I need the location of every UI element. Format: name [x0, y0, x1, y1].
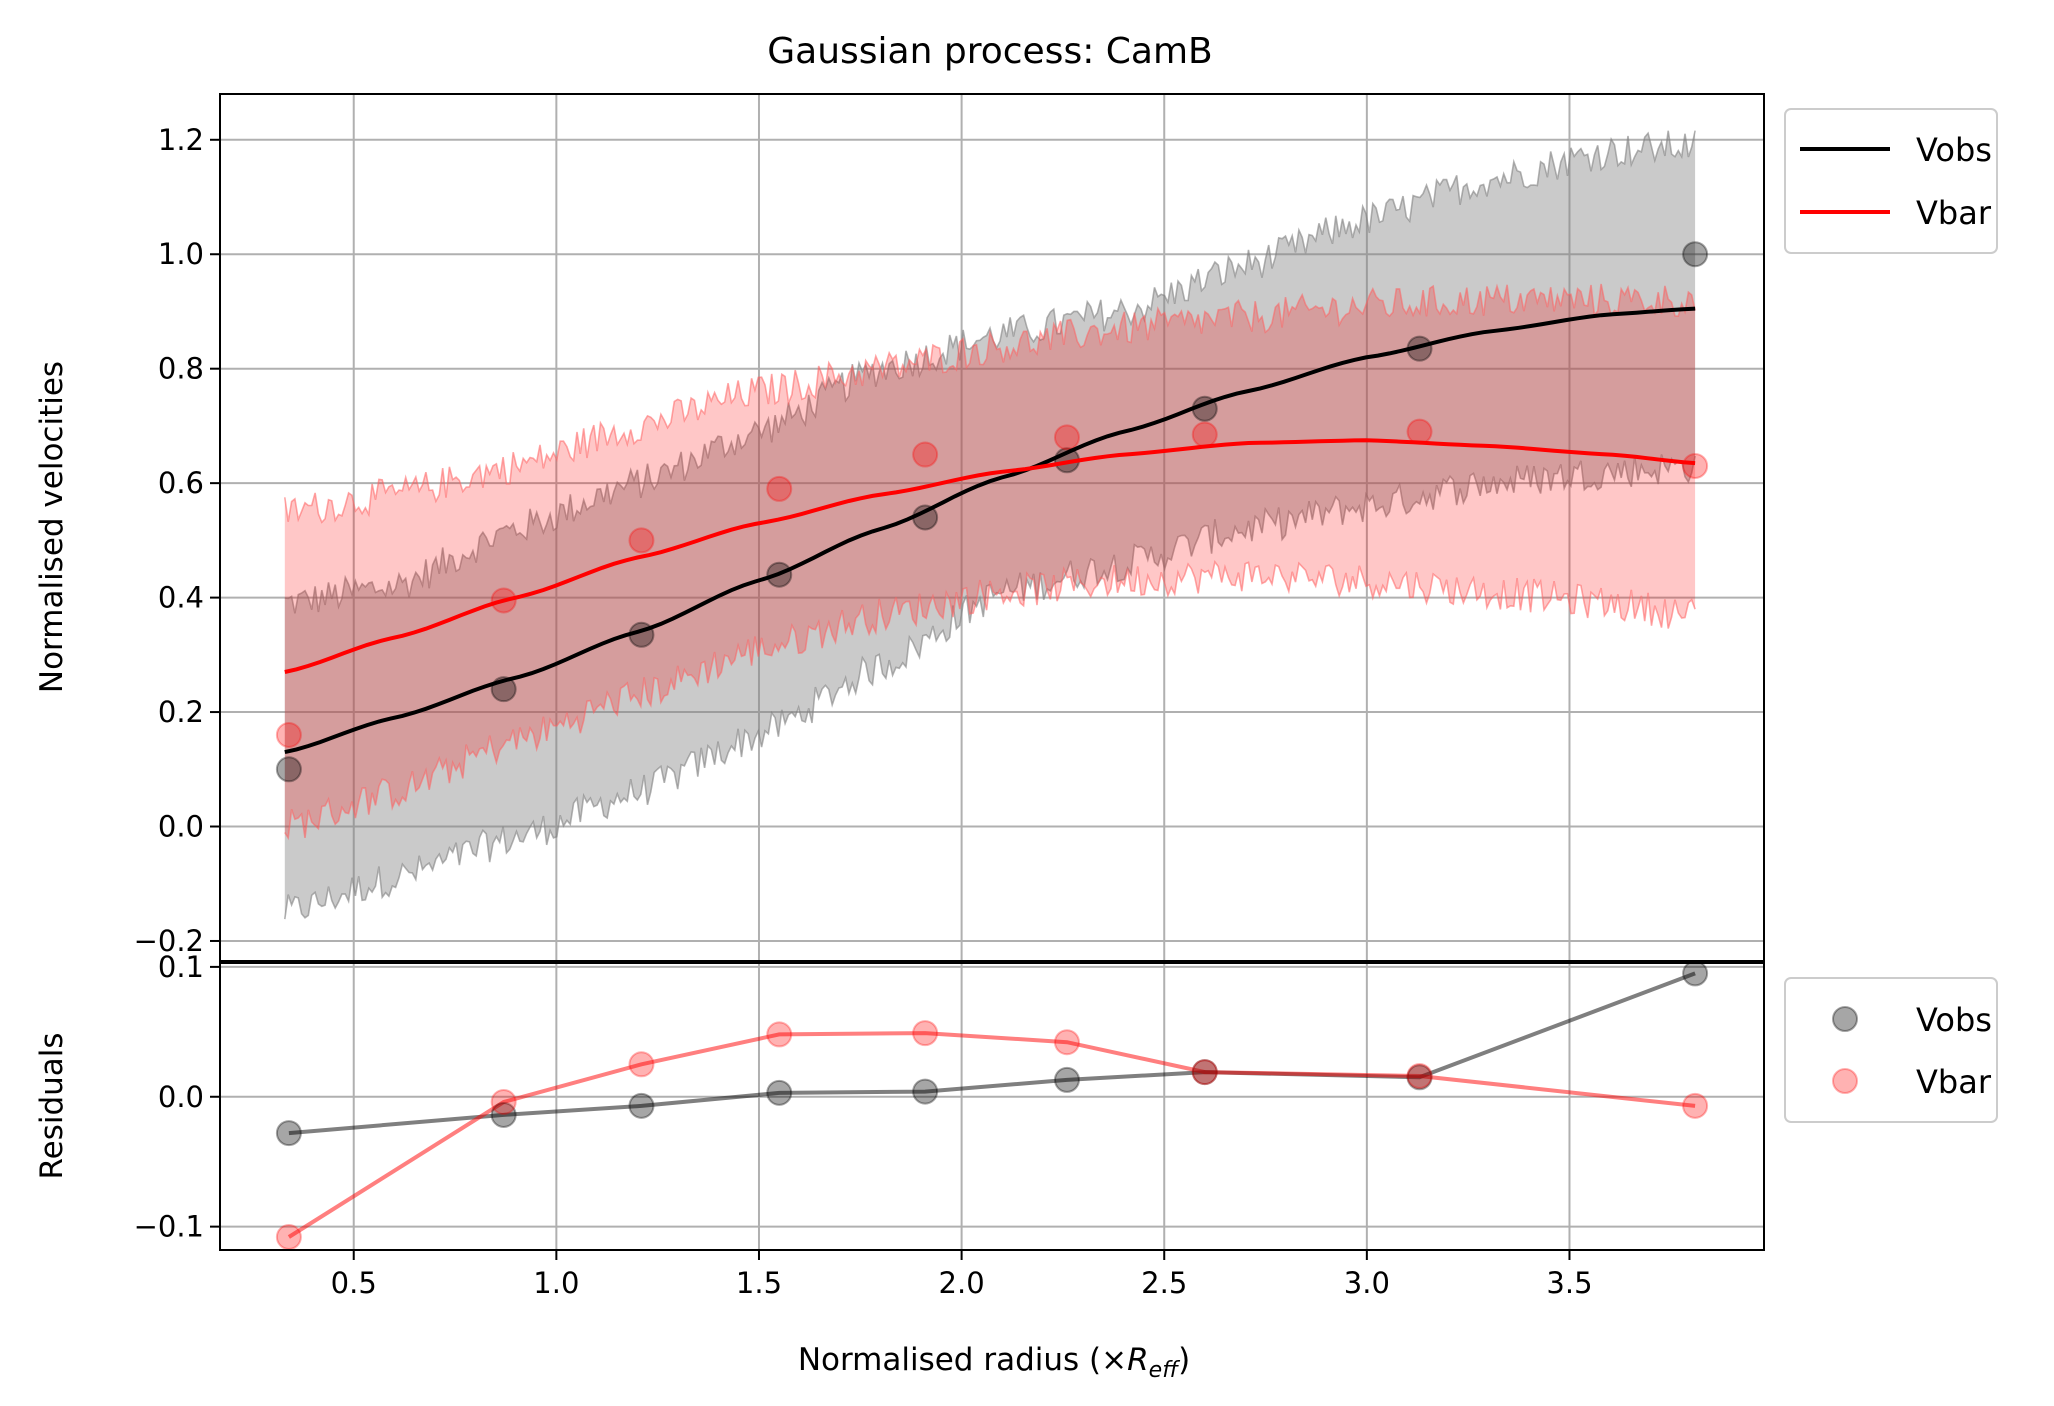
x-tick-label: 1.0: [533, 1266, 579, 1300]
point-vbar: [275, 721, 302, 748]
main-lines: [284, 306, 1696, 755]
legend-res-vobs-marker: [1832, 1006, 1858, 1032]
residual-point-vobs: [490, 1101, 517, 1128]
band-vbar: [284, 284, 1696, 838]
fit-line-vbar: [284, 438, 1696, 674]
residual-lines: [287, 971, 1696, 1239]
residual-point-vbar: [628, 1051, 655, 1078]
residual-panel: −0.1 0.0 0.1 Residuals: [34, 950, 1765, 1251]
main-y-tick-label: 0.6: [158, 466, 204, 500]
main-bands: [284, 130, 1696, 920]
legend-res-vbar-label: Vbar: [1916, 1063, 1992, 1101]
residual-legend-box: [1784, 977, 1998, 1123]
x-tick-label: 2.5: [1141, 1266, 1187, 1300]
residual-y-tick-label: −0.1: [134, 1210, 204, 1244]
residual-point-vbar: [766, 1021, 793, 1048]
main-y-tick-label: 0.0: [158, 810, 204, 844]
residual-point-vbar: [1191, 1059, 1218, 1086]
x-axis-label-subscript: eff: [1149, 1358, 1181, 1383]
band-upper-edge-vobs: [284, 130, 1696, 614]
residual-point-vobs: [275, 1120, 302, 1147]
residual-frame: [219, 962, 1765, 1251]
legend-vobs-label: Vobs: [1916, 131, 1992, 169]
x-tick-label: 3.5: [1546, 1266, 1592, 1300]
residual-point-vobs: [766, 1079, 793, 1106]
main-legend-box: [1784, 108, 1998, 254]
point-vbar: [1053, 424, 1080, 451]
x-axis-label: Normalised radius (×Reff): [798, 1342, 1190, 1383]
residual-point-vbar: [1406, 1062, 1433, 1089]
residual-point-vbar: [912, 1020, 939, 1047]
residual-points: [275, 960, 1709, 1251]
residual-point-vobs: [1682, 960, 1709, 987]
legend-vbar-label: Vbar: [1916, 194, 1992, 232]
point-vobs: [275, 756, 302, 783]
point-vbar: [1191, 421, 1218, 448]
point-vbar: [912, 441, 939, 468]
legend-res-vbar-marker: [1832, 1068, 1858, 1094]
band-upper-edge-vbar: [284, 283, 1696, 524]
main-grid: [220, 94, 1764, 961]
residual-point-vbar: [1053, 1029, 1080, 1056]
band-lower-edge-vbar: [284, 559, 1696, 841]
residual-point-vobs: [1191, 1059, 1218, 1086]
residual-line-vbar: [287, 1031, 1696, 1239]
point-vbar: [766, 475, 793, 502]
fit-line-vobs: [284, 306, 1696, 755]
x-tick-label: 3.0: [1344, 1266, 1390, 1300]
main-legend: Vobs Vbar: [1784, 108, 1998, 254]
main-frame: [219, 93, 1765, 962]
main-y-tick-label: 0.8: [158, 352, 204, 386]
residual-point-vobs: [912, 1078, 939, 1105]
x-axis-label-close: ): [1178, 1342, 1190, 1378]
x-tick-label: 0.5: [331, 1266, 377, 1300]
main-y-tick-label: 0.2: [158, 695, 204, 729]
main-panel: −0.2 0.0 0.2 0.4 0.6 0.8 1.0 1.2 Normalised vel…: [34, 93, 1765, 962]
main-yticks: −0.2 0.0 0.2 0.4 0.6 0.8 1.0 1.2: [134, 123, 220, 958]
residual-legend: Vobs Vbar: [1784, 977, 1998, 1123]
main-ylabel: Normalised velocities: [34, 361, 70, 693]
residual-point-vobs: [1406, 1064, 1433, 1091]
x-axis-label-main: Normalised radius (×: [798, 1342, 1127, 1378]
residual-point-vobs: [628, 1092, 655, 1119]
x-tick-label: 1.5: [736, 1266, 782, 1300]
point-vbar: [1682, 452, 1709, 479]
x-ticks: 0.5 1.0 1.5 2.0 2.5 3.0 3.5: [331, 1250, 1593, 1300]
main-y-tick-label: 0.4: [158, 581, 204, 615]
residual-point-vbar: [275, 1224, 302, 1251]
residual-ylabel: Residuals: [34, 1032, 70, 1179]
x-axis-label-symbol: R: [1127, 1342, 1149, 1378]
point-vbar: [1406, 418, 1433, 445]
point-vobs: [1682, 241, 1709, 268]
residual-point-vobs: [1053, 1066, 1080, 1093]
main-y-tick-label: 1.2: [158, 123, 204, 157]
residual-point-vbar: [1682, 1092, 1709, 1119]
residual-y-tick-label: 0.0: [158, 1080, 204, 1114]
main-y-tick-label: −0.2: [134, 924, 204, 958]
residual-y-tick-label: 0.1: [158, 950, 204, 984]
main-y-tick-label: 1.0: [158, 237, 204, 271]
point-vbar: [628, 527, 655, 554]
chart-title: Gaussian process: CamB: [767, 31, 1212, 72]
x-tick-label: 2.0: [939, 1266, 985, 1300]
legend-res-vobs-label: Vobs: [1916, 1001, 1992, 1039]
residual-yticks: −0.1 0.0 0.1: [134, 950, 220, 1244]
band-vobs: [284, 130, 1696, 920]
residual-point-vbar: [490, 1088, 517, 1115]
residual-grid: [220, 963, 1764, 1250]
